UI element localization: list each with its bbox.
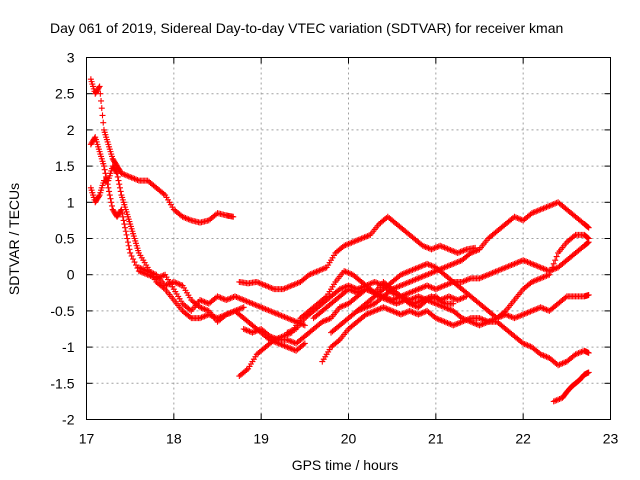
data-point-marker	[584, 224, 591, 231]
y-tick-label: -1.5	[50, 375, 74, 391]
data-point-marker	[117, 188, 124, 195]
x-tick-label: 17	[79, 431, 95, 447]
x-axis-tick-labels: 17 18 19 20 21 22 23	[79, 431, 619, 447]
data-point-marker	[106, 192, 113, 199]
chart-title: Day 061 of 2019, Sidereal Day-to-day VTE…	[50, 20, 563, 36]
data-point-marker	[103, 173, 110, 180]
data-point-marker	[585, 291, 592, 298]
data-point-marker	[99, 112, 106, 119]
series-track-12	[284, 231, 592, 336]
y-tick-label: -1	[62, 339, 75, 355]
data-point-marker	[104, 181, 111, 188]
y-tick-label: 0	[67, 267, 75, 283]
grid-lines	[86, 57, 611, 420]
y-tick-label: 3	[67, 50, 75, 66]
data-point-marker	[119, 210, 126, 217]
series-track-11	[354, 260, 592, 322]
data-point-marker	[553, 253, 560, 260]
data-point-marker	[95, 193, 102, 200]
data-point-marker	[546, 271, 553, 278]
data-point-marker	[240, 304, 247, 311]
data-point-marker	[96, 83, 103, 90]
x-tick-label: 19	[253, 431, 269, 447]
x-tick-label: 18	[166, 431, 182, 447]
data-point-marker	[124, 235, 131, 242]
x-tick-label: 23	[603, 431, 619, 447]
data-point-marker	[100, 119, 107, 126]
data-point-marker	[125, 242, 132, 249]
y-tick-label: 0.5	[55, 231, 75, 247]
data-point-marker	[230, 213, 237, 220]
y-tick-label: 1.5	[55, 158, 75, 174]
y-tick-label: 2.5	[55, 86, 75, 102]
data-point-marker	[102, 170, 109, 177]
y-tick-label: 2	[67, 122, 75, 138]
data-point-marker	[122, 228, 129, 235]
data-point-marker	[101, 166, 108, 173]
data-markers	[87, 76, 592, 405]
data-point-marker	[552, 257, 559, 264]
data-point-marker	[120, 217, 127, 224]
data-point-marker	[131, 259, 138, 266]
data-point-marker	[98, 97, 105, 104]
data-point-marker	[122, 224, 129, 231]
x-tick-label: 20	[341, 431, 357, 447]
data-point-marker	[130, 256, 137, 263]
data-point-marker	[127, 249, 134, 256]
data-point-marker	[108, 202, 115, 209]
data-point-marker	[585, 369, 592, 376]
data-point-marker	[116, 181, 123, 188]
data-point-marker	[123, 231, 130, 238]
data-point-marker	[115, 177, 122, 184]
y-tick-label: -0.5	[50, 303, 74, 319]
data-point-marker	[550, 260, 557, 267]
y-tick-label: -2	[62, 412, 75, 428]
data-point-marker	[118, 206, 125, 213]
x-tick-label: 21	[428, 431, 444, 447]
data-point-marker	[105, 184, 112, 191]
data-point-marker	[106, 188, 113, 195]
data-point-marker	[301, 340, 308, 347]
data-point-marker	[119, 213, 126, 220]
series-track-3	[87, 134, 308, 329]
data-point-marker	[584, 234, 591, 241]
series-track-4	[135, 264, 308, 354]
data-point-marker	[114, 170, 121, 177]
y-tick-label: 1	[67, 194, 75, 210]
data-point-marker	[126, 246, 133, 253]
data-point-marker	[116, 184, 123, 191]
data-point-marker	[114, 173, 121, 180]
y-axis-tick-labels: 3 2.5 2 1.5 1 0.5 0 -0.5 -1 -1.5 -2	[50, 50, 74, 428]
x-axis-label: GPS time / hours	[292, 457, 399, 473]
data-point-marker	[113, 169, 120, 176]
data-point-marker	[301, 322, 308, 329]
data-point-marker	[450, 300, 457, 307]
plot-frame	[86, 57, 611, 420]
data-point-marker	[585, 224, 592, 231]
data-point-marker	[107, 195, 114, 202]
series-track-8	[319, 304, 592, 369]
data-point-marker	[547, 268, 554, 275]
series-track-9	[328, 199, 592, 336]
data-point-marker	[108, 199, 115, 206]
data-point-marker	[124, 239, 131, 246]
data-point-marker	[121, 221, 128, 228]
data-point-marker	[585, 349, 592, 356]
data-point-marker	[98, 105, 105, 112]
data-point-marker	[585, 235, 592, 242]
data-point-marker	[97, 90, 104, 97]
data-point-marker	[100, 163, 107, 170]
data-point-marker	[95, 84, 102, 91]
x-tick-label: 22	[515, 431, 531, 447]
y-axis-label: SDTVAR / TECUs	[6, 183, 22, 295]
series-track-5	[236, 213, 479, 293]
data-point-marker	[128, 252, 135, 259]
data-point-marker	[549, 264, 556, 271]
data-point-marker	[103, 177, 110, 184]
series-track-1	[87, 76, 237, 226]
series-track-13	[550, 369, 592, 405]
